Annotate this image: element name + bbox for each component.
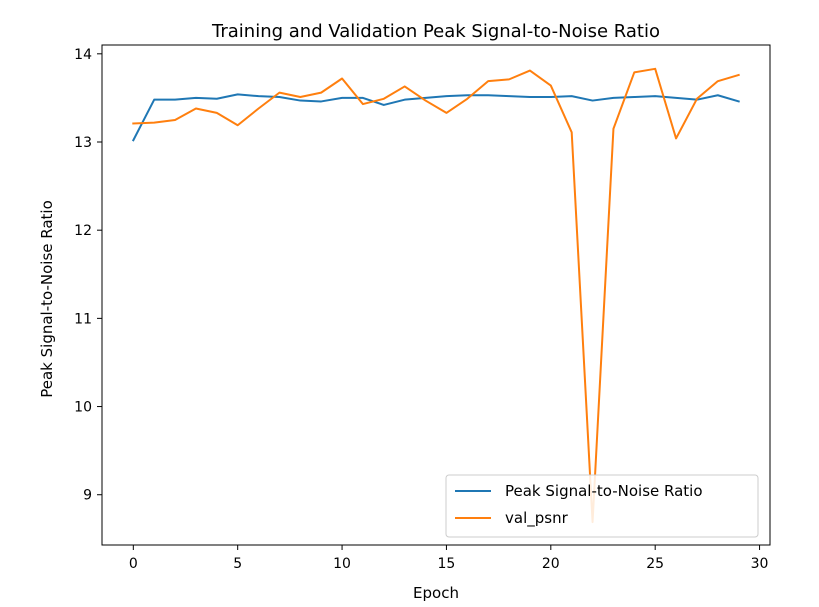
- y-tick-label: 12: [74, 223, 92, 239]
- y-tick-label: 10: [74, 400, 92, 416]
- y-tick-label: 11: [74, 311, 92, 327]
- series-line-1: [131, 93, 740, 142]
- legend-label: val_psnr: [505, 509, 569, 528]
- plot-frame: [101, 44, 771, 546]
- y-tick-label: 13: [74, 135, 92, 151]
- x-axis-label: Epoch: [413, 584, 459, 602]
- series-layer: [131, 67, 740, 524]
- x-tick-label: 20: [542, 556, 560, 572]
- legend: Peak Signal-to-Noise Ratio val_psnr: [445, 474, 759, 538]
- y-tick-label: 9: [83, 488, 92, 504]
- x-tick-label: 10: [333, 556, 351, 572]
- x-tick-label: 0: [129, 556, 138, 572]
- x-tick-label: 15: [438, 556, 456, 572]
- x-tick-label: 5: [233, 556, 242, 572]
- x-axis-ticks: 0 5 10 15 20 25 30: [129, 545, 769, 572]
- y-axis-label: Peak Signal-to-Noise Ratio: [38, 200, 56, 398]
- x-tick-label: 25: [646, 556, 664, 572]
- chart-title: Training and Validation Peak Signal-to-N…: [211, 21, 660, 42]
- x-tick-label: 30: [751, 556, 769, 572]
- y-axis-ticks: 9 10 11 12 13 14: [74, 47, 102, 504]
- legend-box: [445, 474, 759, 538]
- y-tick-label: 14: [74, 47, 92, 63]
- legend-label: Peak Signal-to-Noise Ratio: [505, 482, 703, 500]
- series-line-2: [132, 67, 740, 524]
